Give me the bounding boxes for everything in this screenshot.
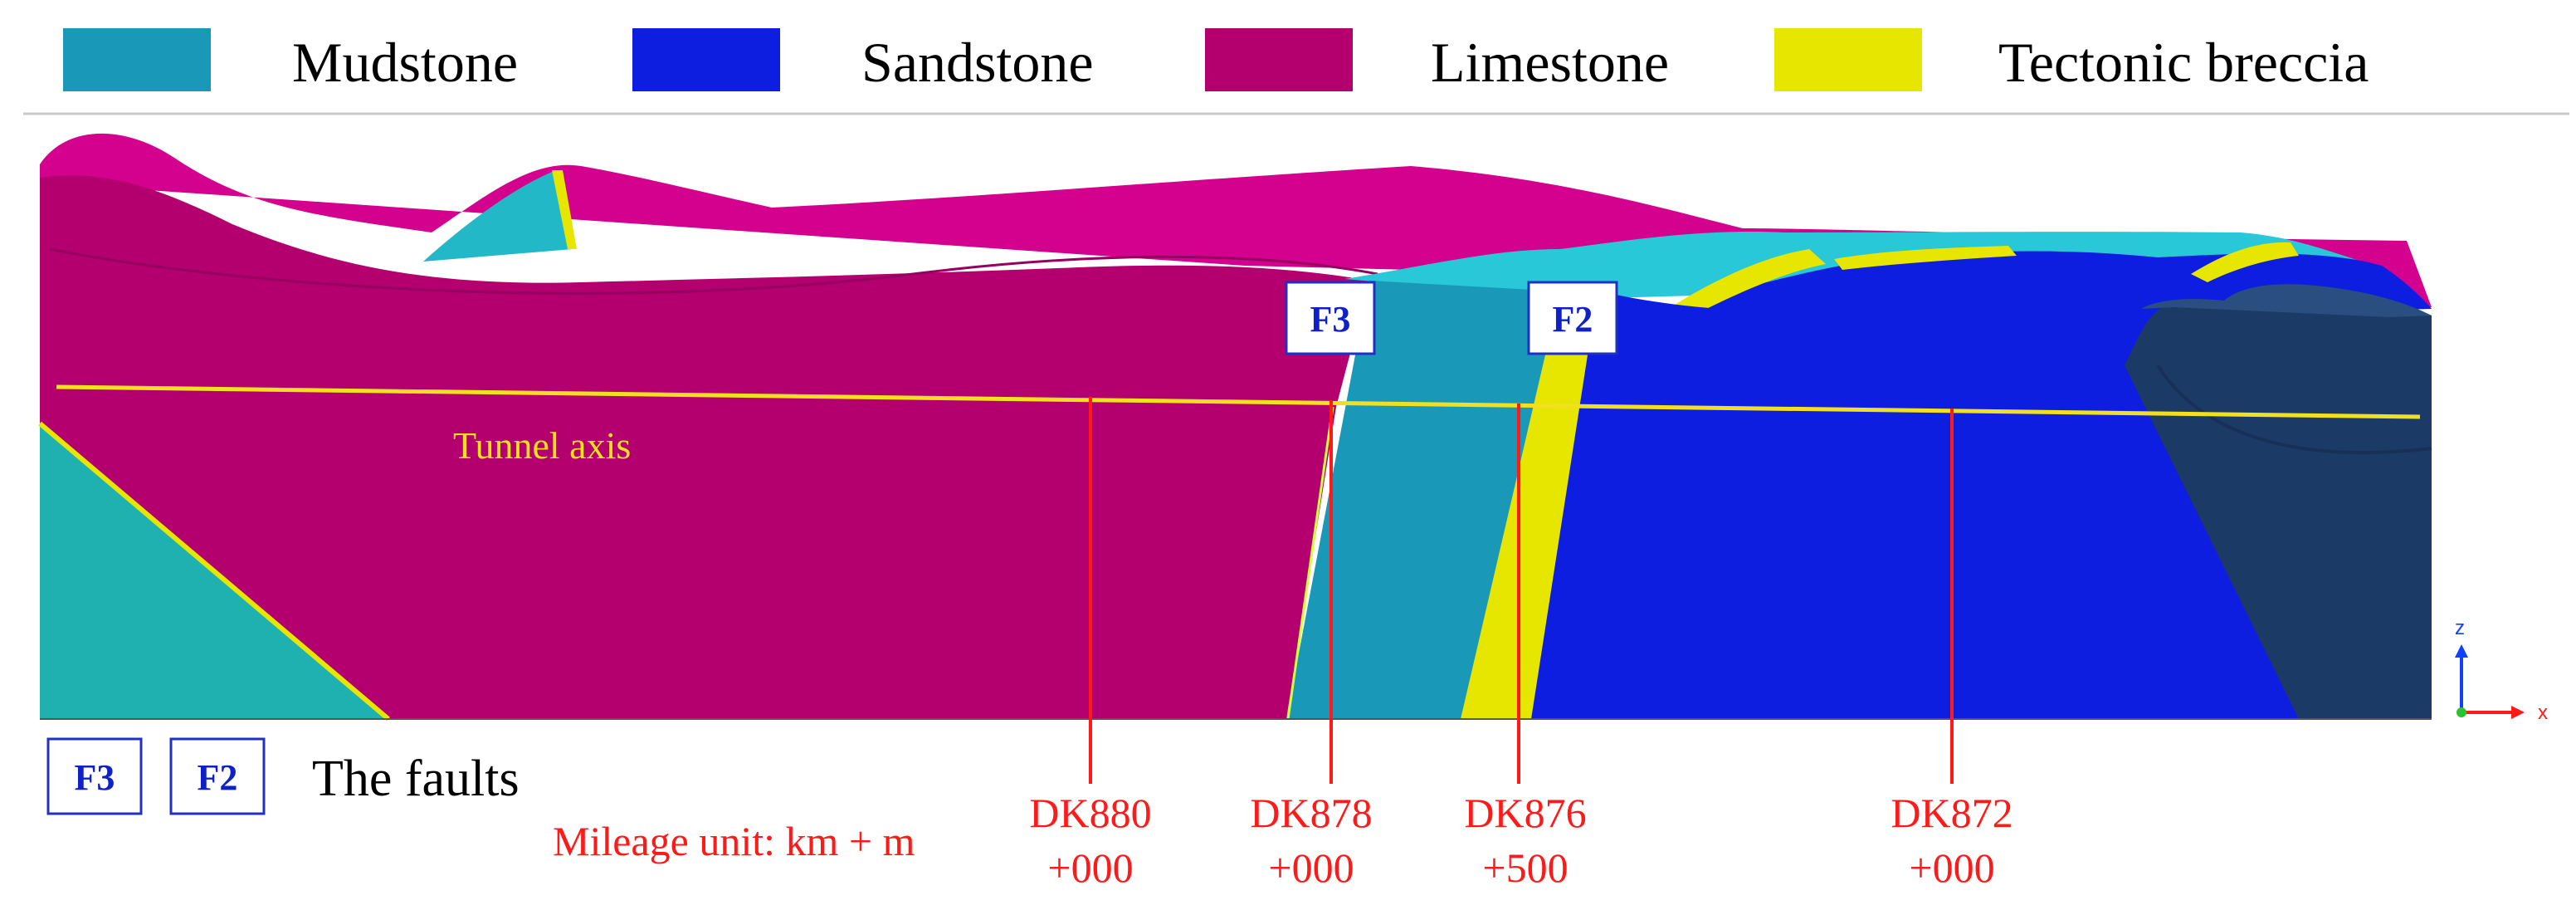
sandstone-dark-block (2125, 301, 2432, 719)
origin-dot (2456, 707, 2466, 717)
z-axis-arrow-icon (2455, 644, 2468, 658)
legend-label-limestone: Limestone (1431, 31, 1669, 94)
fault-label-f3: F3 (1285, 281, 1376, 355)
breccia-top-surface-right-3 (2191, 242, 2299, 282)
breccia-top-streak-left (552, 170, 577, 249)
legend-swatch-mudstone (63, 28, 211, 91)
legend: Mudstone Sandstone Limestone Tectonic br… (63, 28, 2369, 94)
breccia-top-surface-right-1 (1660, 249, 1826, 320)
mileage-label-dk878-line1: DK878 (1250, 790, 1372, 836)
sandstone-front-face (1531, 291, 2299, 719)
geological-model (38, 133, 2432, 722)
sandstone-dark-block-top (2141, 284, 2432, 317)
mileage-label-dk876-line1: DK876 (1464, 790, 1586, 836)
breccia-top-surface-right-2 (1834, 246, 2017, 270)
faults-caption: The faults (312, 751, 520, 807)
x-axis-arrow-icon (2511, 706, 2525, 719)
faults-legend-text-f2: F2 (198, 757, 238, 798)
mileage-label-dk878-line2: +000 (1268, 844, 1354, 891)
faults-legend-text-f3: F3 (75, 757, 115, 798)
legend-swatch-sandstone (632, 28, 780, 91)
fault-text-f2: F2 (1553, 299, 1593, 340)
faults-legend-box-f3 (46, 737, 143, 815)
fault-label-f2: F2 (1527, 281, 1618, 355)
faults-legend-box-f2 (169, 737, 266, 815)
fault-box-f3 (1285, 281, 1376, 355)
mileage-label-dk872-line2: +000 (1909, 844, 1994, 891)
breccia-fault-band (1461, 291, 1598, 719)
legend-swatch-limestone (1205, 28, 1353, 91)
coordinate-axes: z x (2455, 617, 2548, 724)
tunnel-axis-line (56, 384, 2421, 419)
legend-label-mudstone: Mudstone (292, 31, 518, 94)
limestone-layer-line (49, 247, 1378, 295)
mileage-marker-lines (1089, 397, 1954, 784)
faults-legend: F3 F2 The faults (46, 737, 520, 815)
fault-box-f2 (1527, 281, 1618, 355)
x-axis-label: x (2538, 702, 2548, 724)
sandstone-dark-block-curve (2156, 364, 2432, 455)
legend-label-tectonic-breccia: Tectonic breccia (1998, 31, 2369, 94)
mileage-labels: DK880 +000 DK878 +000 DK876 +500 DK872 +… (1029, 790, 2013, 891)
limestone-front-face (40, 175, 1369, 719)
mileage-label-dk876-line2: +500 (1482, 844, 1568, 891)
breccia-lower-left-boundary (38, 421, 390, 722)
mileage-label-dk880-line1: DK880 (1029, 790, 1151, 836)
mileage-label-dk880-line2: +000 (1047, 844, 1133, 891)
fault-text-f3: F3 (1310, 299, 1351, 340)
fault-f3-trace (1286, 406, 1334, 720)
tunnel-axis: Tunnel axis (56, 384, 2421, 467)
legend-swatch-tectonic-breccia (1774, 28, 1922, 91)
legend-label-sandstone: Sandstone (861, 31, 1094, 94)
mileage-unit-label: Mileage unit: km + m (553, 818, 915, 864)
mudstone-top-patch-left (423, 170, 573, 262)
tunnel-axis-label: Tunnel axis (453, 424, 631, 467)
mileage-label-dk872-line1: DK872 (1891, 790, 2013, 836)
z-axis-label: z (2455, 617, 2465, 639)
